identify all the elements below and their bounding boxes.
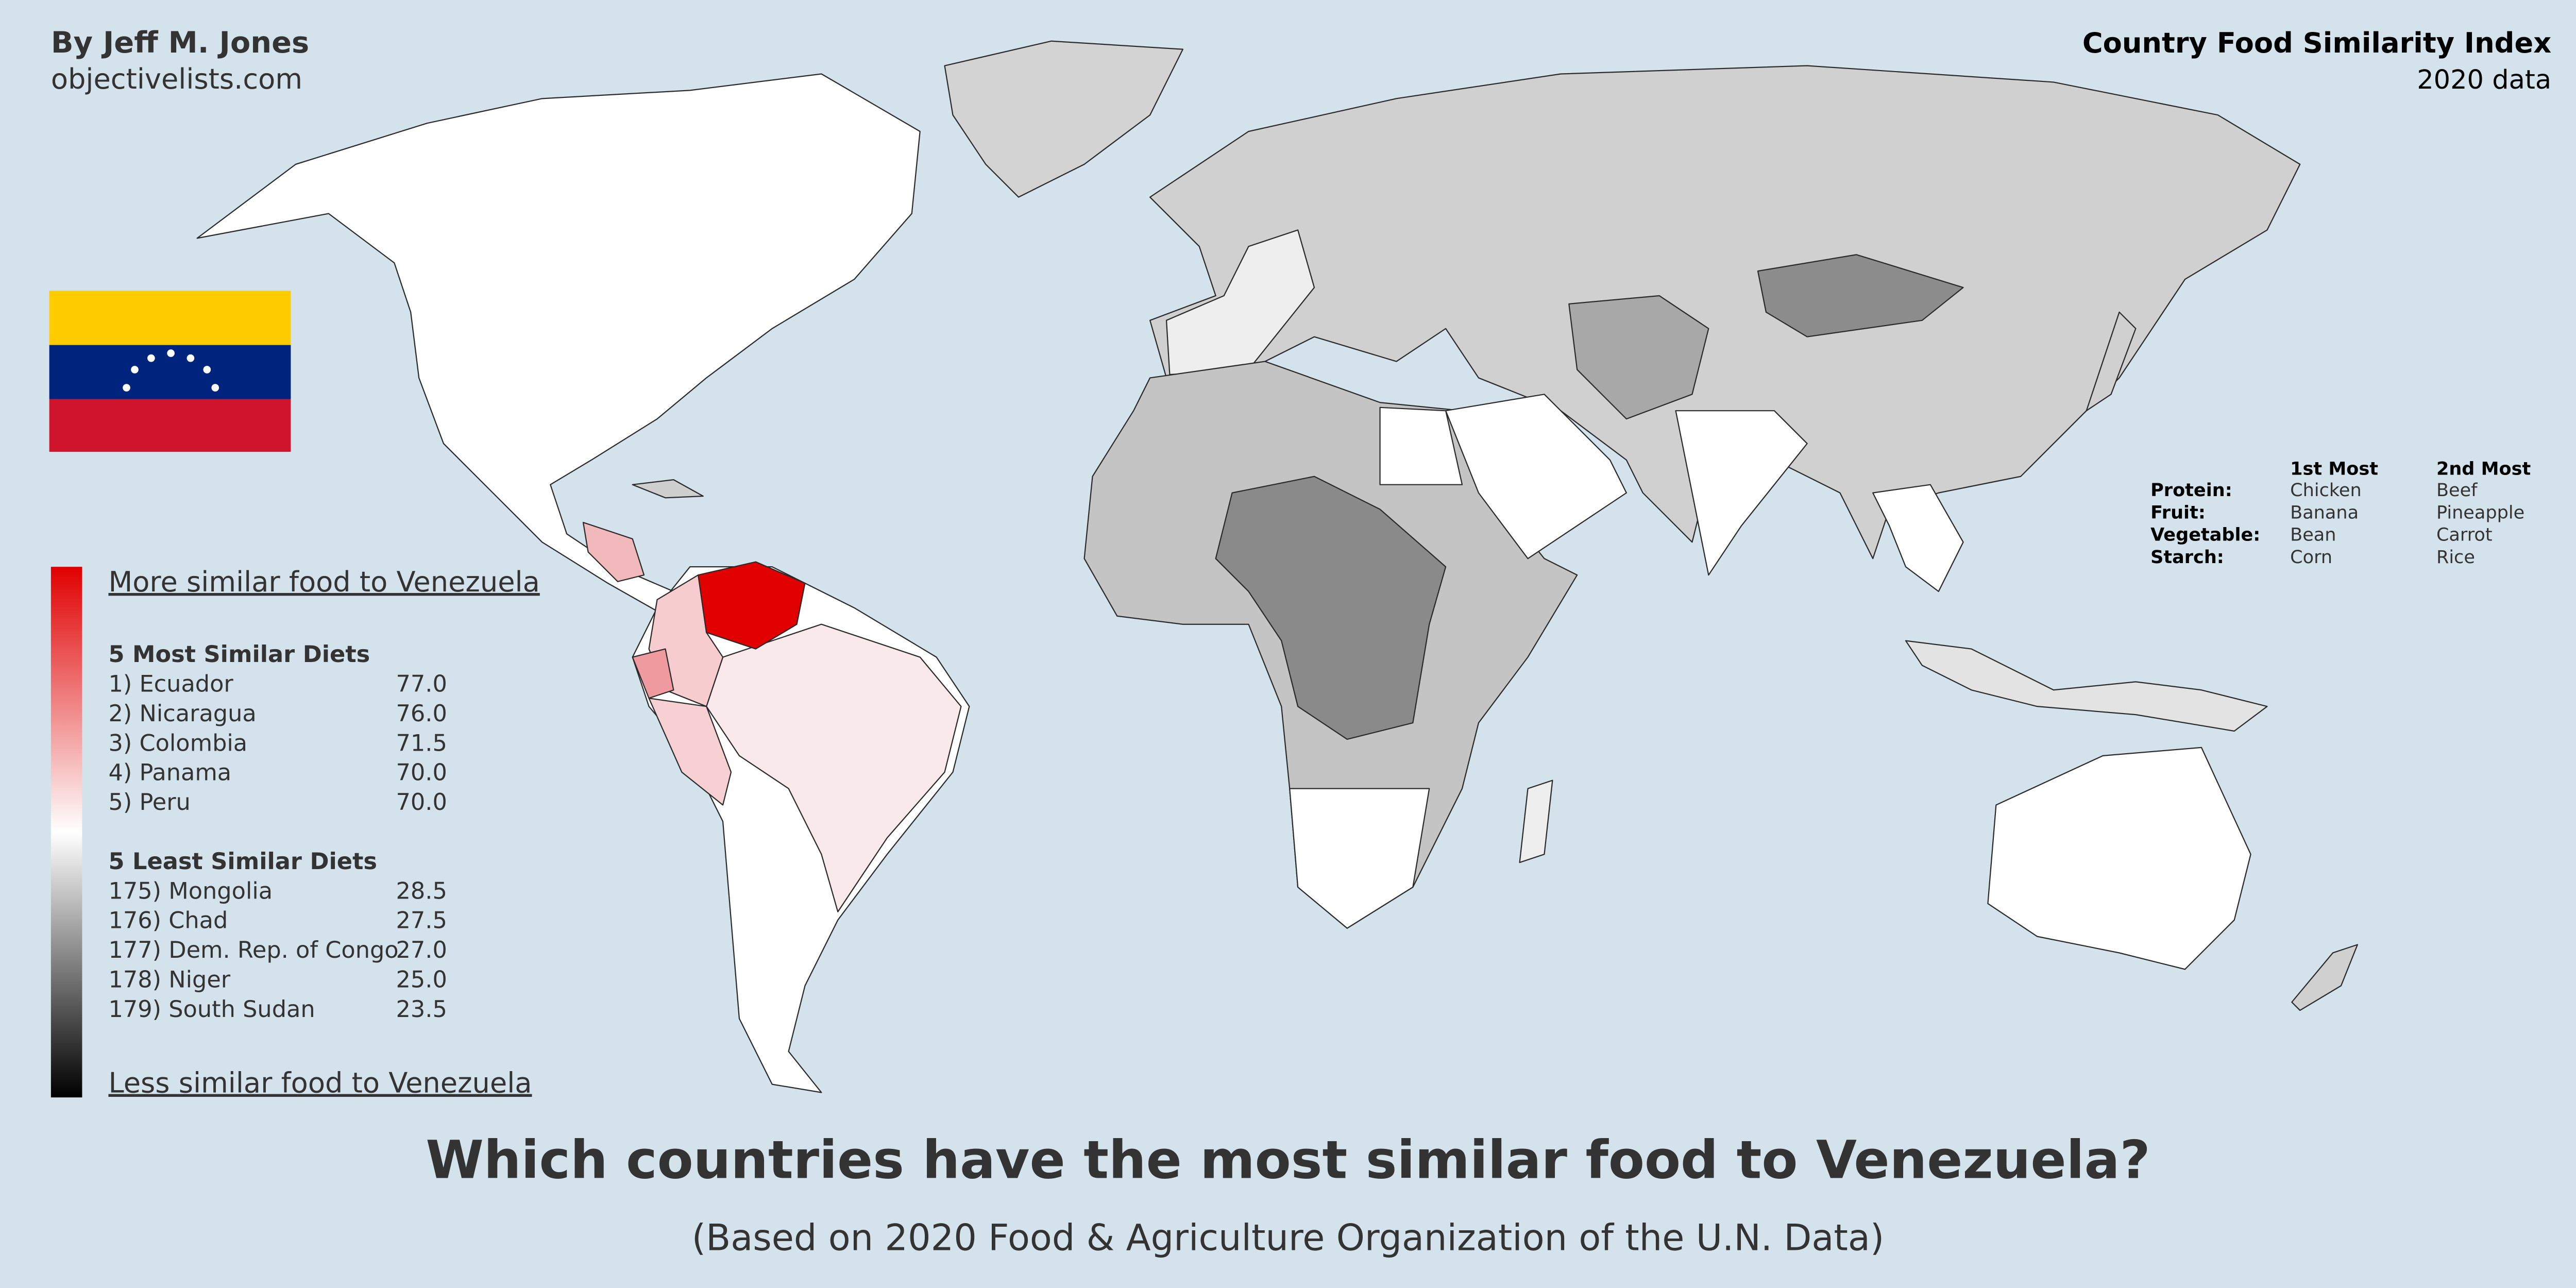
legend: More similar food to Venezuela 5 Most Si…	[108, 566, 539, 1099]
food-second: Beef	[2436, 480, 2478, 501]
map-title: Country Food Similarity Index	[2082, 27, 2551, 59]
peru	[648, 698, 732, 806]
rank-name: 2) Nicaragua	[108, 700, 256, 727]
rank-score: 27.5	[396, 907, 447, 934]
legend-bottom-label: Less similar food to Venezuela	[108, 1067, 532, 1099]
color-scale	[50, 567, 82, 1098]
food-first: Chicken	[2290, 480, 2362, 501]
food-table: 1st Most 2nd Most Protein: Chicken Beef Fruit…	[2150, 459, 2531, 568]
food-category: Protein:	[2150, 480, 2232, 501]
rank-name: 5) Peru	[108, 789, 190, 816]
rank-score: 70.0	[396, 789, 447, 816]
food-second: Rice	[2436, 547, 2475, 568]
flag-stars	[123, 349, 219, 392]
legend-heading: 5 Most Similar Diets	[108, 641, 370, 668]
rank-name: 176) Chad	[108, 907, 228, 934]
india	[1675, 410, 1808, 576]
rank-score: 71.5	[396, 730, 447, 756]
southern-africa	[1289, 788, 1430, 929]
map-subtitle: 2020 data	[2417, 65, 2551, 95]
rank-name: 175) Mongolia	[108, 877, 273, 904]
australia	[1987, 747, 2251, 970]
rank-name: 179) South Sudan	[108, 996, 315, 1023]
legend-top-label: More similar food to Venezuela	[108, 566, 539, 598]
japan	[2086, 311, 2137, 412]
venezuela	[698, 561, 806, 650]
header: By Jeff M. Jones objectivelists.com Coun…	[51, 25, 2551, 95]
rank-score: 27.0	[396, 937, 447, 963]
madagascar	[1519, 779, 1553, 863]
rank-score: 70.0	[396, 759, 447, 786]
indonesia	[1905, 640, 2268, 732]
mongolia	[1757, 254, 1964, 337]
column-header: 2nd Most	[2436, 459, 2531, 480]
rank-name: 4) Panama	[108, 759, 231, 786]
rank-name: 3) Colombia	[108, 730, 247, 756]
central-america	[582, 521, 645, 582]
food-category: Starch:	[2150, 547, 2224, 568]
world-map	[196, 40, 2359, 1093]
egypt	[1379, 406, 1463, 485]
rank-score: 28.5	[396, 877, 447, 904]
rank-score: 25.0	[396, 966, 447, 993]
ecuador	[632, 648, 674, 699]
footer: Which countries have the most similar fo…	[426, 1129, 2150, 1259]
flag-stripe	[49, 291, 291, 345]
flag-venezuela	[49, 291, 291, 452]
legend-heading: 5 Least Similar Diets	[108, 848, 377, 875]
southeast-asia	[1872, 484, 1964, 592]
food-category: Fruit:	[2150, 502, 2206, 523]
rank-name: 177) Dem. Rep. of Congo	[108, 937, 398, 963]
food-second: Pineapple	[2436, 502, 2524, 523]
main-title: Which countries have the most similar fo…	[426, 1129, 2150, 1191]
rank-score: 23.5	[396, 996, 447, 1023]
rank-name: 1) Ecuador	[108, 670, 233, 697]
author: By Jeff M. Jones	[51, 25, 309, 60]
flag-stripe	[49, 399, 291, 452]
food-category: Vegetable:	[2150, 524, 2260, 546]
brazil	[706, 623, 962, 912]
eurasia	[1149, 65, 2301, 560]
central-asia	[1568, 295, 1709, 420]
rank-score: 76.0	[396, 700, 447, 727]
source-note: (Based on 2020 Food & Agriculture Organi…	[692, 1217, 1885, 1259]
rank-score: 77.0	[396, 670, 447, 697]
food-first: Bean	[2290, 524, 2336, 546]
arabia	[1445, 394, 1628, 560]
cuba	[632, 479, 704, 499]
central-africa	[1215, 476, 1447, 740]
food-first: Corn	[2290, 547, 2332, 568]
food-second: Carrot	[2436, 524, 2493, 546]
greenland	[944, 40, 1184, 198]
rank-name: 178) Niger	[108, 966, 230, 993]
column-header: 1st Most	[2290, 459, 2378, 480]
food-first: Banana	[2290, 502, 2359, 523]
north-america	[196, 73, 921, 612]
new-zealand	[2291, 944, 2359, 1011]
website: objectivelists.com	[51, 63, 302, 95]
